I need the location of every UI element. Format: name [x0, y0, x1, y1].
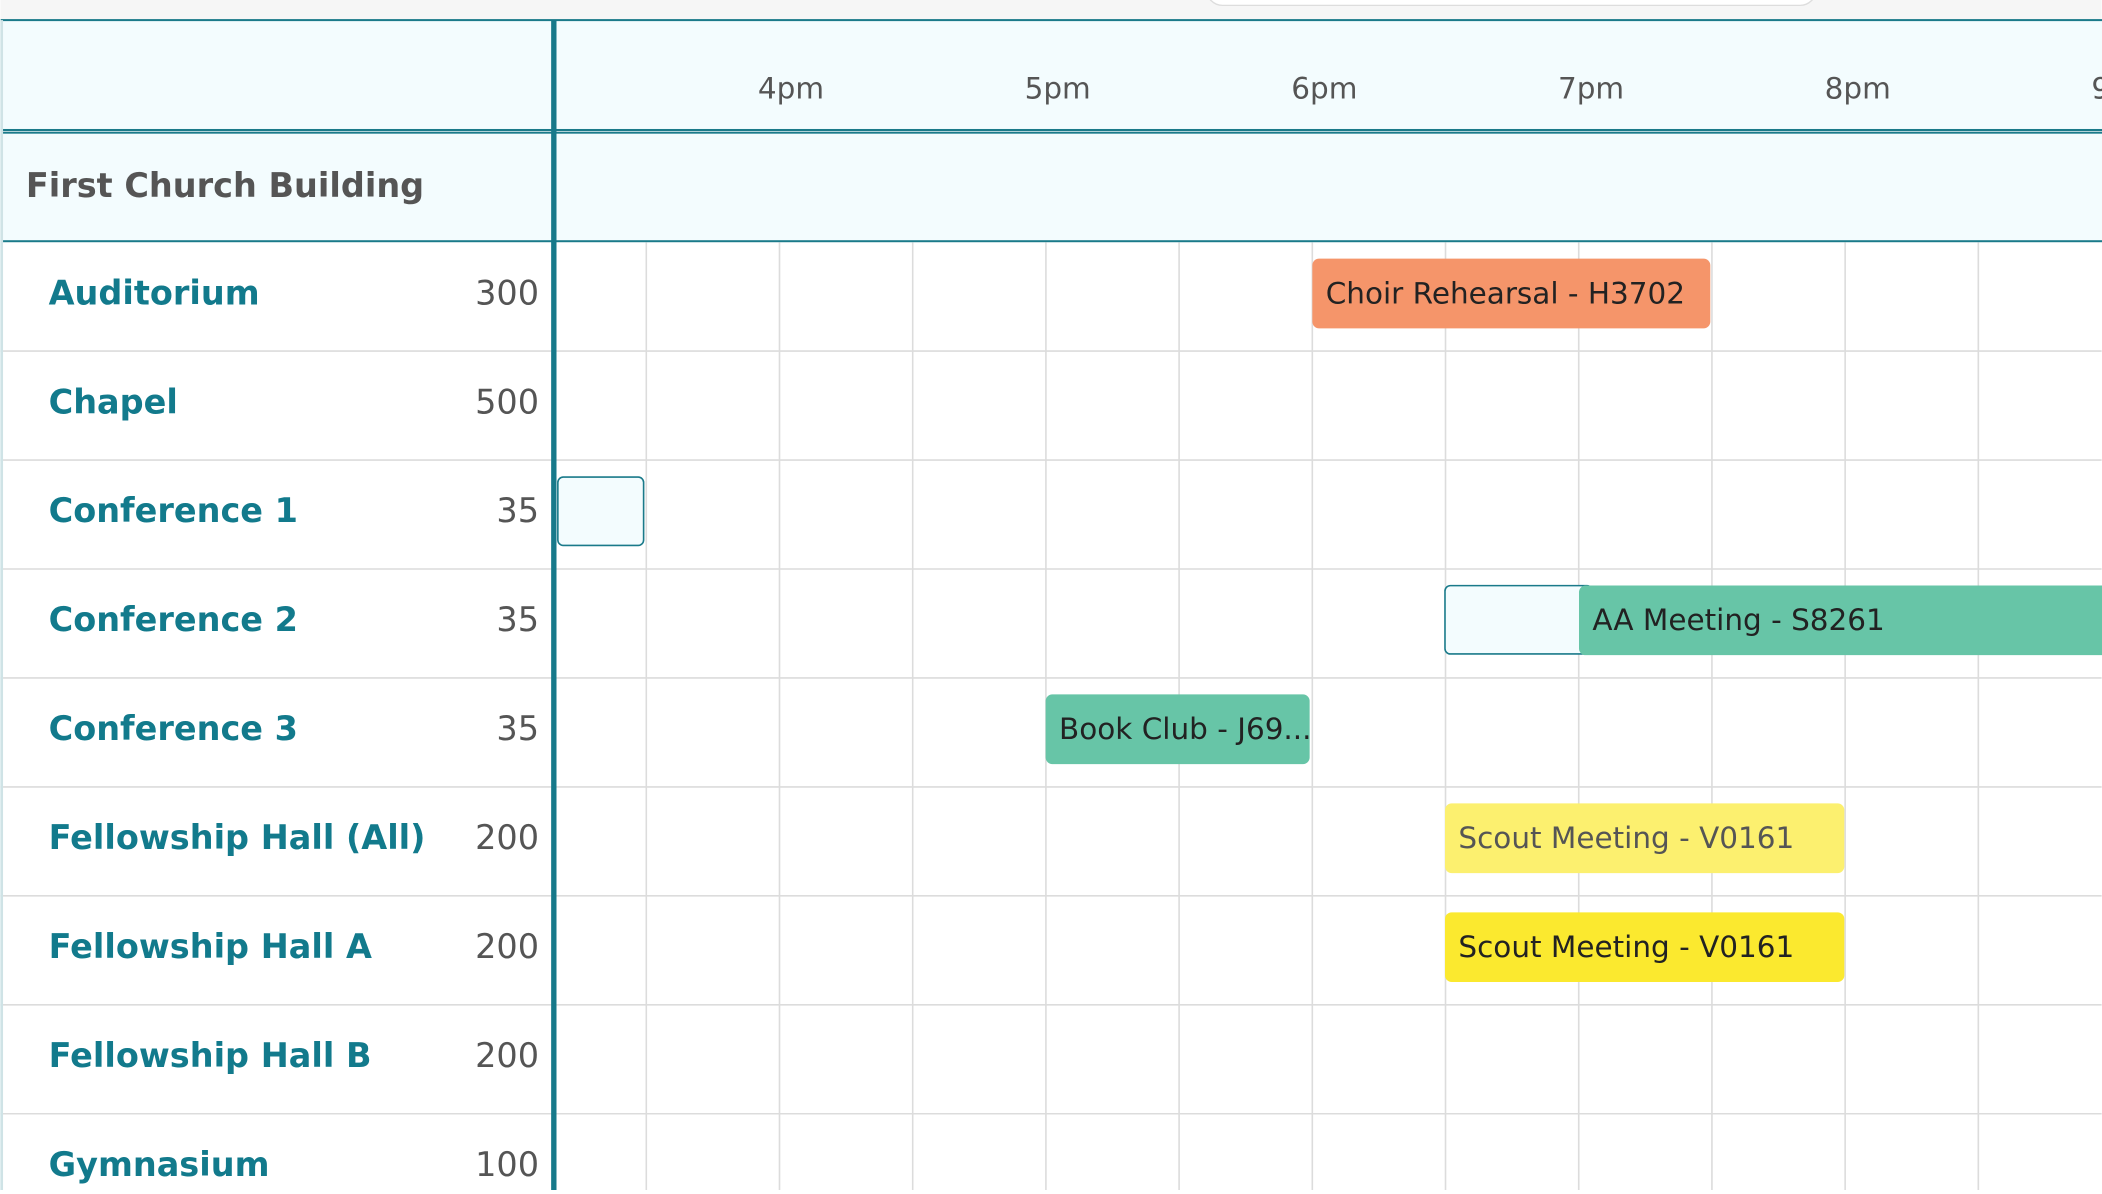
- room-name[interactable]: Gymnasium: [49, 1145, 270, 1184]
- time-label: 6pm: [1291, 71, 1357, 105]
- room-capacity: 200: [475, 927, 539, 966]
- group-row: [0, 131, 2102, 243]
- event[interactable]: [1045, 694, 1310, 765]
- room-name[interactable]: Fellowship Hall B: [49, 1036, 372, 1075]
- room-capacity: 100: [475, 1145, 539, 1184]
- event-title[interactable]: Choir Rehearsal - H3702: [1326, 276, 1685, 310]
- time-label: 4pm: [758, 71, 824, 105]
- room-capacity: 500: [475, 382, 539, 421]
- room-name[interactable]: Conference 2: [49, 600, 298, 639]
- time-label: 9pm: [2091, 71, 2102, 105]
- room-name[interactable]: Chapel: [49, 382, 178, 421]
- room-capacity: 200: [475, 1036, 539, 1075]
- room-name[interactable]: Conference 3: [49, 709, 298, 748]
- column-divider: [551, 20, 557, 1191]
- room-capacity: 35: [496, 491, 539, 530]
- time-header: [0, 19, 2102, 131]
- event-title[interactable]: Scout Meeting - V0161: [1458, 821, 1794, 855]
- room-capacity: 300: [475, 273, 539, 312]
- grid: [0, 242, 2102, 1190]
- time-label: 8pm: [1825, 71, 1891, 105]
- event-title[interactable]: AA Meeting - S8261: [1592, 603, 1884, 637]
- event[interactable]: [1444, 803, 1845, 874]
- time-label: 5pm: [1025, 71, 1091, 105]
- event[interactable]: [1578, 585, 2102, 656]
- event-title[interactable]: Book Club - J69...: [1059, 712, 1312, 746]
- room-capacity: 35: [496, 709, 539, 748]
- selection[interactable]: [557, 476, 645, 547]
- event[interactable]: [1444, 912, 1845, 983]
- selection[interactable]: [1444, 584, 1594, 655]
- event[interactable]: [1312, 258, 1711, 329]
- rows: Auditorium 300 Choir Rehearsal - H3702 Chap…: [49, 258, 2102, 1184]
- left-border: [0, 20, 4, 1191]
- room-capacity: 35: [496, 600, 539, 639]
- room-name[interactable]: Fellowship Hall A: [49, 927, 372, 966]
- event-title[interactable]: Scout Meeting - V0161: [1458, 930, 1794, 964]
- group-name: First Church Building: [26, 166, 424, 205]
- search-box[interactable]: [1206, 0, 1816, 7]
- room-name[interactable]: Auditorium: [49, 273, 260, 312]
- room-name[interactable]: Conference 1: [49, 491, 298, 530]
- time-label: 7pm: [1558, 71, 1624, 105]
- room-capacity: 200: [475, 818, 539, 857]
- room-name[interactable]: Fellowship Hall (All): [49, 818, 426, 857]
